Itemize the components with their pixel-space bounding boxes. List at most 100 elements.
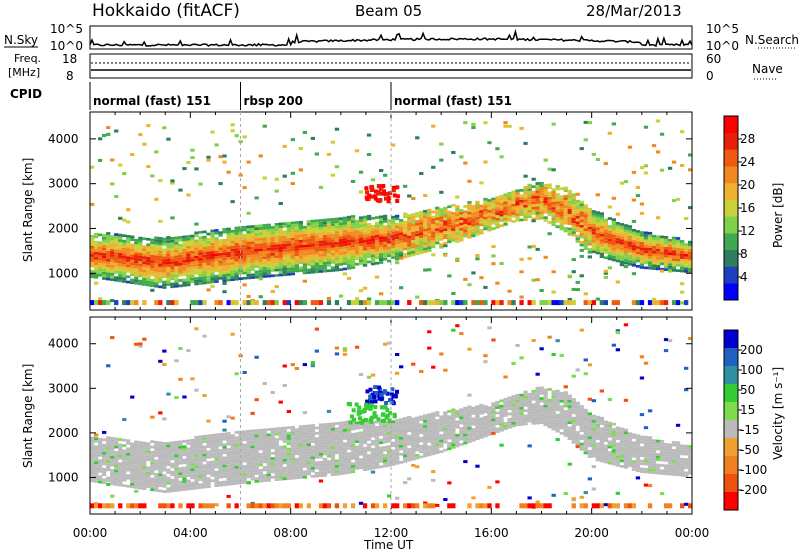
power-cell	[142, 142, 147, 146]
power-cell	[455, 226, 460, 230]
power-cell	[439, 216, 444, 220]
power-cell	[671, 255, 677, 259]
velocity-cell	[118, 462, 123, 465]
power-cell	[254, 259, 259, 263]
power-cell	[330, 250, 336, 253]
power-cell	[350, 233, 356, 237]
velocity-cell	[395, 451, 400, 454]
power-cell	[487, 209, 492, 213]
velocity-cell	[142, 447, 147, 450]
power-cell	[507, 208, 512, 211]
velocity-cell	[278, 464, 283, 468]
power-cell	[595, 230, 600, 233]
velocity-cell	[362, 457, 368, 461]
power-cell	[298, 245, 303, 248]
power-cell	[302, 244, 307, 248]
velocity-cell	[194, 449, 199, 452]
velocity-cell	[543, 423, 548, 427]
power-cell	[278, 254, 283, 258]
power-cell	[467, 203, 472, 207]
velocity-cell	[162, 466, 167, 469]
velocity-cell	[278, 435, 283, 438]
velocity-cell	[266, 446, 271, 450]
velocity-cell	[499, 443, 504, 447]
power-cell	[334, 127, 340, 131]
power-cell	[619, 228, 625, 232]
power-cell	[623, 226, 629, 230]
power-cell	[575, 205, 580, 208]
velocity-cell	[142, 468, 147, 472]
velocity-cell	[350, 449, 356, 452]
power-cell	[142, 253, 147, 257]
velocity-cell	[234, 439, 239, 442]
power-cell	[675, 237, 681, 240]
power-cell	[266, 242, 271, 246]
power-cell	[318, 237, 324, 241]
velocity-cell	[262, 455, 267, 458]
power-cell	[294, 261, 299, 265]
freq-panel: Freq. [MHz] 18 8 60 0 Nave	[8, 52, 783, 83]
power-cell	[346, 264, 352, 267]
velocity-cell	[479, 420, 484, 423]
power-cell	[362, 261, 368, 265]
velocity-cell	[158, 462, 163, 466]
power-cell	[150, 288, 155, 292]
velocity-cell	[150, 415, 155, 419]
velocity-cell	[330, 433, 336, 436]
velocity-cell	[298, 503, 303, 509]
velocity-cell	[459, 443, 464, 446]
velocity-cell	[174, 486, 179, 490]
velocity-cell	[254, 464, 259, 467]
velocity-cell	[134, 467, 139, 470]
power-cell	[138, 239, 143, 243]
velocity-cell	[194, 470, 199, 474]
velocity-cell	[507, 399, 512, 402]
velocity-cell	[391, 452, 396, 456]
velocity-cell	[523, 396, 528, 399]
velocity-cell	[166, 490, 171, 493]
power-cell	[306, 263, 311, 266]
power-cell	[439, 213, 444, 217]
velocity-cell	[403, 449, 408, 452]
velocity-cell	[451, 443, 456, 446]
velocity-cell	[403, 433, 408, 436]
velocity-cell	[250, 469, 255, 473]
power-cell	[330, 226, 336, 229]
power-cell	[431, 215, 436, 219]
power-cell	[607, 257, 612, 261]
power-cell	[615, 300, 620, 306]
power-cell	[266, 234, 271, 238]
power-cell	[567, 297, 572, 301]
power-cell	[403, 184, 408, 188]
power-cell	[98, 300, 103, 306]
power-cell	[447, 218, 452, 222]
velocity-cell	[391, 441, 396, 445]
velocity-cell	[134, 448, 139, 452]
power-cell	[310, 249, 315, 252]
power-cell	[142, 280, 147, 284]
velocity-cell	[158, 359, 163, 363]
power-cell	[346, 258, 352, 262]
power-cell	[186, 267, 191, 271]
power-cell	[150, 238, 155, 242]
velocity-cell	[118, 481, 123, 484]
power-cell	[567, 198, 572, 201]
velocity-cell	[210, 479, 215, 483]
velocity-cell	[306, 470, 311, 473]
velocity-cell	[503, 414, 508, 417]
velocity-cell	[162, 474, 167, 477]
power-cell	[206, 275, 211, 279]
velocity-cell	[202, 464, 207, 467]
power-cell	[527, 207, 532, 210]
velocity-cell	[202, 445, 207, 449]
velocity-cell	[142, 441, 147, 445]
power-cell	[102, 300, 107, 306]
power-cell	[595, 297, 600, 301]
velocity-cell	[290, 471, 295, 475]
power-cell	[198, 231, 203, 234]
power-cell	[314, 246, 319, 249]
power-cell	[166, 242, 171, 246]
power-cell	[206, 155, 211, 159]
power-cell	[362, 242, 368, 246]
velocity-cell	[491, 418, 496, 422]
